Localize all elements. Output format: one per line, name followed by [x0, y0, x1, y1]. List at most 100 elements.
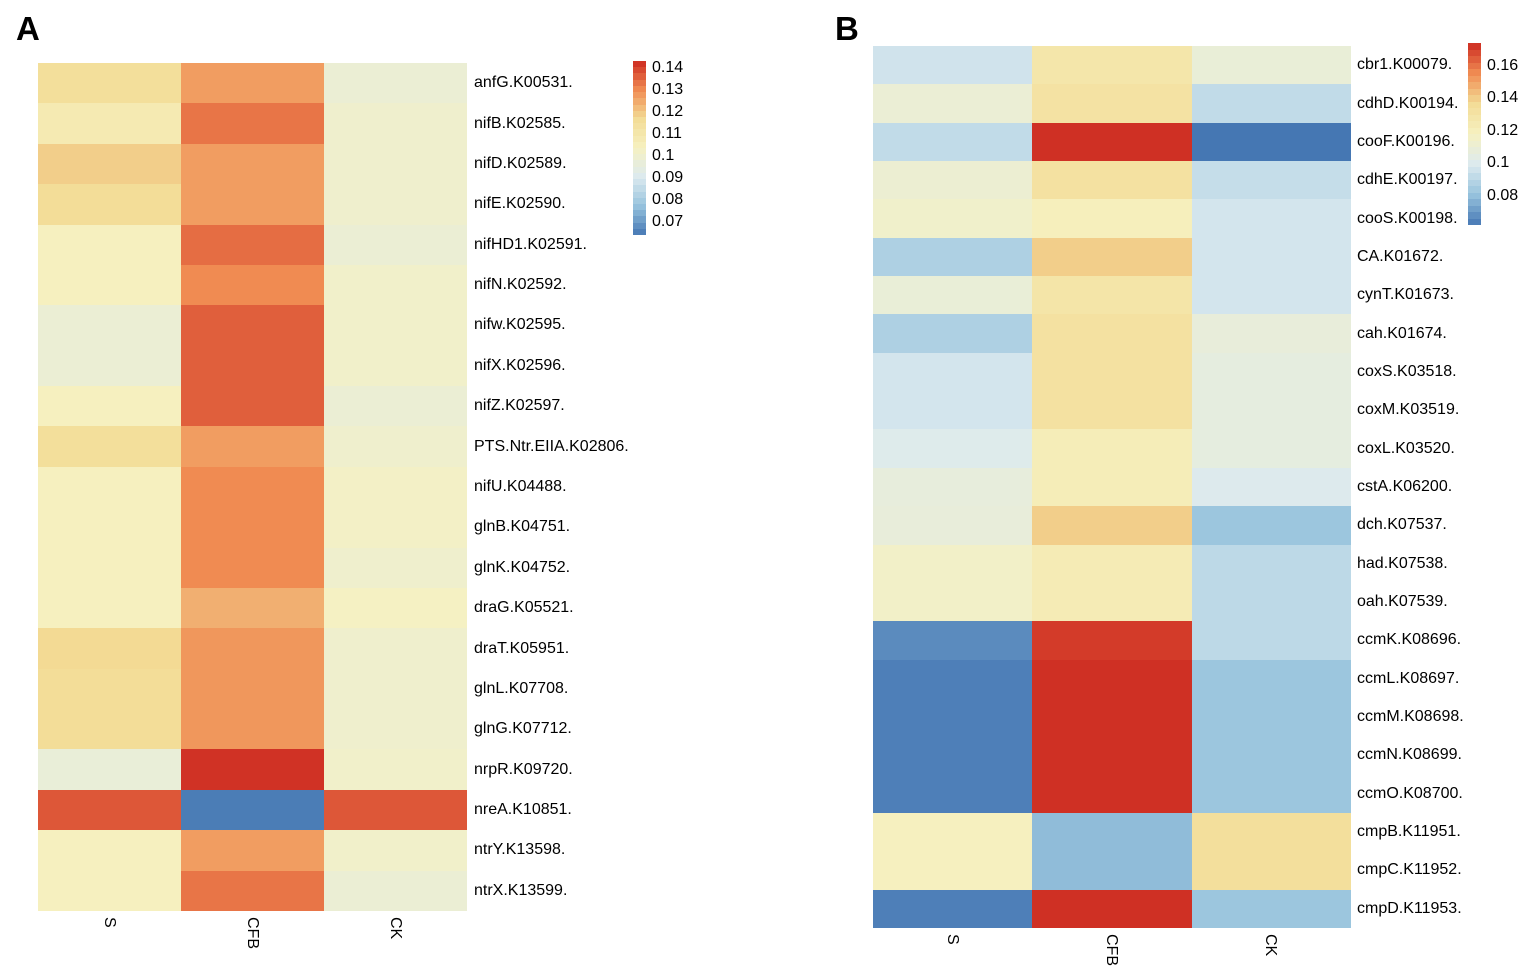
- heatmap-cell: [324, 467, 467, 507]
- heatmap-cell: [181, 305, 324, 346]
- colorbar-step: [1468, 89, 1481, 95]
- colorbar-step: [1468, 102, 1481, 108]
- heatmap-cell: [38, 588, 181, 628]
- heatmap-cell: [38, 790, 181, 830]
- row-label: cmpD.K11953.: [1357, 899, 1462, 917]
- row-label: nifN.K02592.: [474, 276, 567, 294]
- heatmap-cell: [38, 63, 181, 103]
- heatmap-cell: [1032, 46, 1192, 84]
- heatmap-cell: [873, 813, 1032, 851]
- row-label: nifE.K02590.: [474, 195, 566, 213]
- heatmap-cell: [873, 736, 1032, 775]
- colorbar-tick-label: 0.11: [652, 124, 682, 142]
- heatmap-cell: [1192, 736, 1351, 775]
- colorbar-step: [633, 98, 646, 105]
- colorbar-tick-label: 0.14: [1487, 89, 1519, 107]
- heatmap-cell: [324, 871, 467, 911]
- heatmap-cell: [873, 238, 1032, 276]
- colorbar-step: [633, 198, 646, 204]
- heatmap-cell: [38, 265, 181, 305]
- colorbar-b: [1468, 43, 1481, 225]
- colorbar-step: [1468, 173, 1481, 180]
- row-label: ntrX.K13599.: [474, 881, 568, 899]
- row-label: oah.K07539.: [1357, 593, 1448, 611]
- colorbar-a: [633, 61, 646, 235]
- heatmap-cell: [324, 144, 467, 184]
- heatmap-cell: [324, 346, 467, 386]
- row-label: ccmK.K08696.: [1357, 631, 1462, 649]
- heatmap-cell: [181, 749, 324, 790]
- colorbar-step: [1468, 212, 1481, 219]
- heatmap-cell: [1192, 583, 1351, 621]
- row-label: ntrY.K13598.: [474, 841, 566, 859]
- col-label-s: S: [943, 934, 961, 945]
- heatmap-cell: [873, 775, 1032, 813]
- colorbar-tick-label: 0.14: [652, 58, 684, 76]
- heatmap-cell: [181, 225, 324, 265]
- heatmap-cell: [38, 830, 181, 871]
- row-label: cmpC.K11952.: [1357, 861, 1462, 879]
- colorbar-step: [633, 136, 646, 142]
- heatmap-cell: [873, 353, 1032, 391]
- heatmap-cell: [1032, 583, 1192, 621]
- colorbar-step: [1468, 141, 1481, 147]
- colorbar-step: [633, 173, 646, 179]
- heatmap-cell: [873, 199, 1032, 238]
- colorbar-step: [1468, 193, 1481, 199]
- heatmap-cell: [38, 144, 181, 184]
- row-label: cynT.K01673.: [1357, 286, 1454, 304]
- colorbar-step: [633, 223, 646, 229]
- heatmap-cell: [1192, 660, 1351, 698]
- heatmap-cell: [1192, 890, 1351, 928]
- colorbar-step: [633, 73, 646, 80]
- heatmap-cell: [38, 749, 181, 790]
- heatmap-cell: [1192, 238, 1351, 276]
- heatmap-cell: [1192, 199, 1351, 238]
- heatmap-cell: [873, 851, 1032, 890]
- row-label: cdhD.K00194.: [1357, 94, 1459, 112]
- colorbar-step: [633, 67, 646, 73]
- row-label: PTS.Ntr.EIIA.K02806.: [474, 437, 629, 455]
- panel-letter-b: B: [835, 10, 859, 47]
- heatmap-cell: [873, 161, 1032, 199]
- col-label-cfb: CFB: [243, 917, 261, 949]
- heatmap-cell: [181, 426, 324, 467]
- colorbar-tick-label: 0.12: [1487, 121, 1519, 139]
- row-label: cdhE.K00197.: [1357, 171, 1458, 189]
- heatmap-cell: [38, 548, 181, 588]
- colorbar-step: [633, 154, 646, 160]
- heatmap-cell: [1032, 429, 1192, 468]
- heatmap-cell: [181, 669, 324, 709]
- row-label: draT.K05951.: [474, 639, 570, 657]
- heatmap-cell: [873, 276, 1032, 314]
- heatmap-cell: [324, 588, 467, 628]
- row-label: ccmM.K08698.: [1357, 708, 1464, 726]
- heatmap-cell: [1032, 775, 1192, 813]
- heatmap-cell: [1032, 123, 1192, 161]
- colorbar-step: [633, 129, 646, 136]
- heatmap-cell: [1032, 545, 1192, 583]
- heatmap-cell: [1192, 506, 1351, 545]
- col-label-cfb: CFB: [1103, 934, 1120, 966]
- colorbar-tick-label: 0.16: [1487, 56, 1519, 74]
- colorbar-step: [1468, 43, 1481, 50]
- heatmap-cell: [38, 871, 181, 911]
- heatmap-cell: [38, 507, 181, 548]
- col-label-s: S: [100, 917, 118, 928]
- heatmap-cell: [1032, 468, 1192, 506]
- heatmap-cell: [1032, 84, 1192, 123]
- colorbar-step: [633, 216, 646, 223]
- row-label: ccmL.K08697.: [1357, 669, 1460, 687]
- row-label: coxM.K03519.: [1357, 401, 1460, 419]
- colorbar-step: [633, 142, 646, 148]
- heatmap-cell: [181, 628, 324, 669]
- row-label: cooF.K00196.: [1357, 132, 1455, 150]
- row-label: anfG.K00531.: [474, 74, 573, 92]
- colorbar-tick-label: 0.09: [652, 168, 684, 186]
- colorbar-step: [1468, 154, 1481, 160]
- heatmap-cell: [38, 184, 181, 225]
- heatmap-cell: [1192, 353, 1351, 391]
- heatmap-cell: [873, 698, 1032, 736]
- colorbar-step: [633, 92, 646, 98]
